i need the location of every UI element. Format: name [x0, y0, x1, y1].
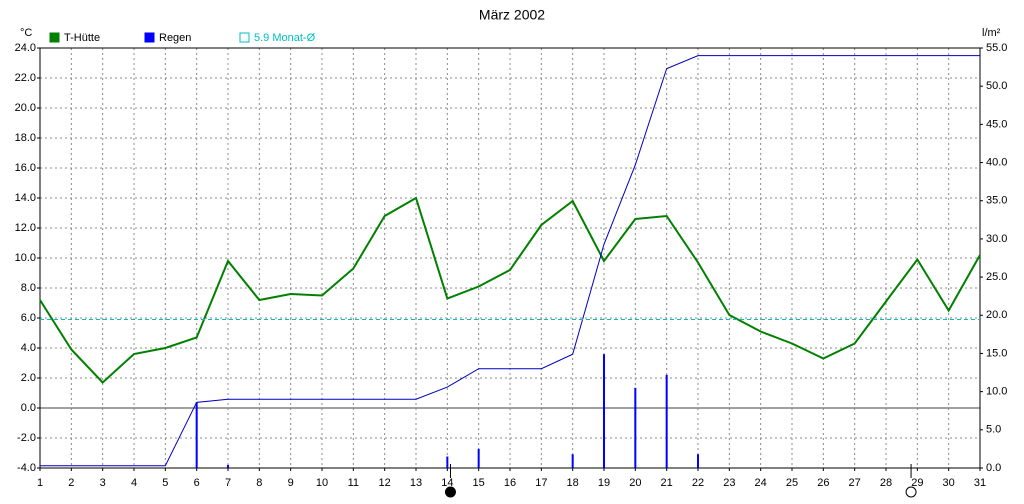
rain-bar	[227, 464, 229, 468]
y-tick-label: 0.0	[21, 402, 36, 414]
y-tick-label: 18.0	[15, 132, 36, 144]
y-tick-label: 10.0	[15, 252, 36, 264]
rain-bar	[634, 387, 637, 468]
x-tick-label: 19	[598, 477, 610, 489]
y-tick-label: 14.0	[15, 192, 36, 204]
y2-tick-label: 25.0	[986, 271, 1007, 283]
series-line	[40, 55, 980, 467]
x-tick-label: 27	[849, 477, 861, 489]
y-tick-label: 2.0	[21, 372, 36, 384]
y-tick-label: 12.0	[15, 222, 36, 234]
legend-label: T-Hütte	[64, 32, 100, 44]
y2-tick-label: 35.0	[986, 195, 1007, 207]
y-tick-label: 8.0	[21, 282, 36, 294]
y2-tick-label: 15.0	[986, 347, 1007, 359]
y-tick-label: 24.0	[15, 42, 36, 54]
x-tick-label: 14	[441, 477, 453, 489]
x-tick-label: 20	[629, 477, 641, 489]
y-axis-label: °C	[20, 27, 32, 39]
plot-frame	[39, 47, 981, 469]
x-tick-label: 15	[473, 477, 485, 489]
rain-bar	[697, 454, 699, 468]
x-tick-label: 24	[755, 477, 767, 489]
x-tick-label: 12	[379, 477, 391, 489]
x-tick-label: 28	[880, 477, 892, 489]
moon-marker	[905, 486, 917, 498]
y2-axis-label: l/m²	[982, 27, 1001, 39]
legend-swatch	[239, 32, 250, 43]
rain-bar	[446, 456, 449, 468]
rain-bar	[665, 374, 668, 468]
y-tick-label: 22.0	[15, 72, 36, 84]
y2-tick-label: 0.0	[986, 462, 1001, 474]
y2-tick-label: 40.0	[986, 156, 1007, 168]
x-tick-label: 16	[504, 477, 516, 489]
y-tick-label: -2.0	[17, 432, 36, 444]
rain-bar	[477, 448, 480, 468]
x-tick-label: 21	[661, 477, 673, 489]
rain-bar	[603, 354, 605, 468]
legend-label: Regen	[159, 32, 191, 44]
y2-tick-label: 50.0	[986, 80, 1007, 92]
x-tick-label: 10	[316, 477, 328, 489]
x-tick-label: 3	[100, 477, 106, 489]
x-tick-label: 7	[225, 477, 231, 489]
y2-tick-label: 10.0	[986, 386, 1007, 398]
x-tick-label: 1	[37, 477, 43, 489]
y2-tick-label: 55.0	[986, 42, 1007, 54]
legend-swatch	[144, 32, 155, 43]
x-tick-label: 2	[68, 477, 74, 489]
x-tick-label: 22	[692, 477, 704, 489]
rain-bar	[571, 454, 574, 468]
x-tick-label: 6	[194, 477, 200, 489]
x-tick-label: 4	[131, 477, 137, 489]
legend-label: 5.9 Monat-Ø	[254, 32, 316, 44]
x-tick-label: 23	[723, 477, 735, 489]
chart-title: März 2002	[479, 7, 545, 23]
y2-tick-label: 45.0	[986, 118, 1007, 130]
x-tick-label: 9	[288, 477, 294, 489]
y2-tick-label: 5.0	[986, 424, 1001, 436]
x-tick-label: 5	[162, 477, 168, 489]
x-tick-label: 31	[974, 477, 986, 489]
y2-tick-label: 20.0	[986, 309, 1007, 321]
y-tick-label: -4.0	[17, 462, 36, 474]
y-tick-label: 20.0	[15, 102, 36, 114]
y-tick-label: 16.0	[15, 162, 36, 174]
x-tick-label: 13	[410, 477, 422, 489]
y-tick-label: 6.0	[21, 312, 36, 324]
moon-marker	[444, 486, 456, 498]
x-tick-label: 11	[348, 477, 359, 489]
x-tick-label: 17	[535, 477, 547, 489]
x-tick-label: 25	[786, 477, 798, 489]
x-tick-label: 29	[911, 477, 923, 489]
series-line	[39, 196, 981, 384]
rain-bar	[195, 402, 198, 468]
y2-tick-label: 30.0	[986, 233, 1007, 245]
legend-swatch	[49, 32, 60, 43]
x-tick-label: 30	[943, 477, 955, 489]
x-tick-label: 8	[256, 477, 262, 489]
x-tick-label: 26	[817, 477, 829, 489]
x-tick-label: 18	[567, 477, 579, 489]
y-tick-label: 4.0	[21, 342, 36, 354]
